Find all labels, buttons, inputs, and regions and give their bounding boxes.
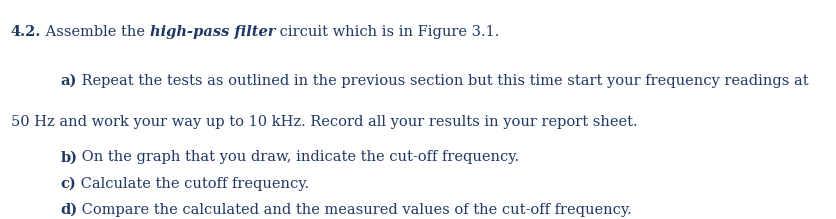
Text: Repeat the tests as outlined in the previous section but this time start your fr: Repeat the tests as outlined in the prev…	[77, 74, 808, 88]
Text: Calculate the cutoff frequency.: Calculate the cutoff frequency.	[76, 177, 308, 191]
Text: Assemble the: Assemble the	[41, 25, 150, 39]
Text: d): d)	[60, 203, 77, 217]
Text: On the graph that you draw, indicate the cut-off frequency.: On the graph that you draw, indicate the…	[77, 150, 519, 164]
Text: a): a)	[60, 74, 77, 88]
Text: high-pass filter: high-pass filter	[150, 25, 275, 39]
Text: circuit which is in Figure 3.1.: circuit which is in Figure 3.1.	[275, 25, 499, 39]
Text: 50 Hz and work your way up to 10 kHz. Record all your results in your report she: 50 Hz and work your way up to 10 kHz. Re…	[11, 115, 637, 129]
Text: 4.2.: 4.2.	[11, 25, 41, 39]
Text: c): c)	[60, 177, 76, 191]
Text: b): b)	[60, 150, 77, 164]
Text: Compare the calculated and the measured values of the cut-off frequency.: Compare the calculated and the measured …	[77, 203, 631, 217]
